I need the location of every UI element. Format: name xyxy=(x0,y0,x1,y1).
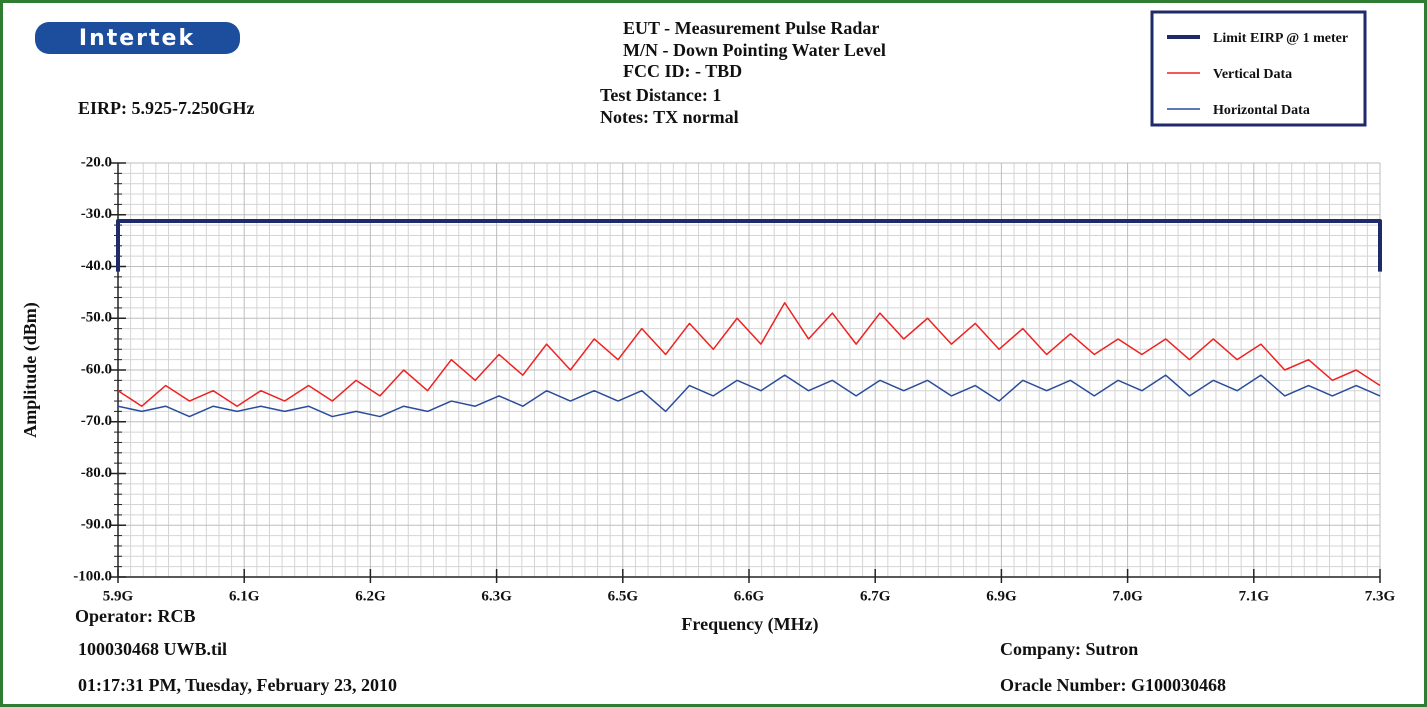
y-tick-label: -90.0 xyxy=(81,517,112,533)
x-tick-label: 6.5G xyxy=(608,588,639,604)
logo-badge xyxy=(35,22,240,54)
data-line xyxy=(116,218,1382,272)
y-tick-label: -30.0 xyxy=(81,206,112,222)
x-axis-label: Frequency (MHz) xyxy=(681,614,818,635)
legend-label: Horizontal Data xyxy=(1213,103,1310,118)
x-tick-label: 6.1G xyxy=(229,588,260,604)
footer-company: Company: Sutron xyxy=(1000,639,1138,659)
x-tick-label: 6.7G xyxy=(860,588,891,604)
y-tick-label: -100.0 xyxy=(73,568,112,584)
footer-oracle: Oracle Number: G100030468 xyxy=(1000,675,1226,695)
legend-box xyxy=(1150,10,1367,127)
footer-file: 100030468 UWB.til xyxy=(78,639,227,659)
y-tick-label: -20.0 xyxy=(81,154,112,170)
header-line: M/N - Down Pointing Water Level xyxy=(623,40,886,60)
y-tick-label: -80.0 xyxy=(81,465,112,481)
subtitle: EIRP: 5.925-7.250GHz xyxy=(78,98,254,118)
y-axis-label: Amplitude (dBm) xyxy=(20,302,41,438)
legend-label: Vertical Data xyxy=(1213,67,1292,82)
header-line: Notes: TX normal xyxy=(600,107,739,127)
x-tick-label: 7.1G xyxy=(1239,588,1270,604)
logo: Intertek xyxy=(79,26,195,51)
x-tick-label: 7.3G xyxy=(1365,588,1396,604)
x-tick-label: 6.2G xyxy=(355,588,386,604)
header-line: FCC ID: - TBD xyxy=(623,61,742,81)
data-line xyxy=(117,301,1381,407)
y-tick-label: -40.0 xyxy=(81,258,112,274)
y-tick-label: -70.0 xyxy=(81,413,112,429)
header-line: EUT - Measurement Pulse Radar xyxy=(623,18,879,38)
footer-date: 01:17:31 PM, Tuesday, February 23, 2010 xyxy=(78,675,397,695)
x-tick-label: 6.9G xyxy=(986,588,1017,604)
y-tick-label: -60.0 xyxy=(81,361,112,377)
x-tick-label: 6.6G xyxy=(734,588,765,604)
x-tick-label: 5.9G xyxy=(103,588,134,604)
y-tick-label: -50.0 xyxy=(81,310,112,326)
legend-label: Limit EIRP @ 1 meter xyxy=(1213,31,1348,46)
x-tick-label: 7.0G xyxy=(1112,588,1143,604)
header-line: Test Distance: 1 xyxy=(600,85,721,105)
footer-operator: Operator: RCB xyxy=(75,606,195,626)
data-line xyxy=(117,374,1381,418)
x-tick-label: 6.3G xyxy=(481,588,512,604)
